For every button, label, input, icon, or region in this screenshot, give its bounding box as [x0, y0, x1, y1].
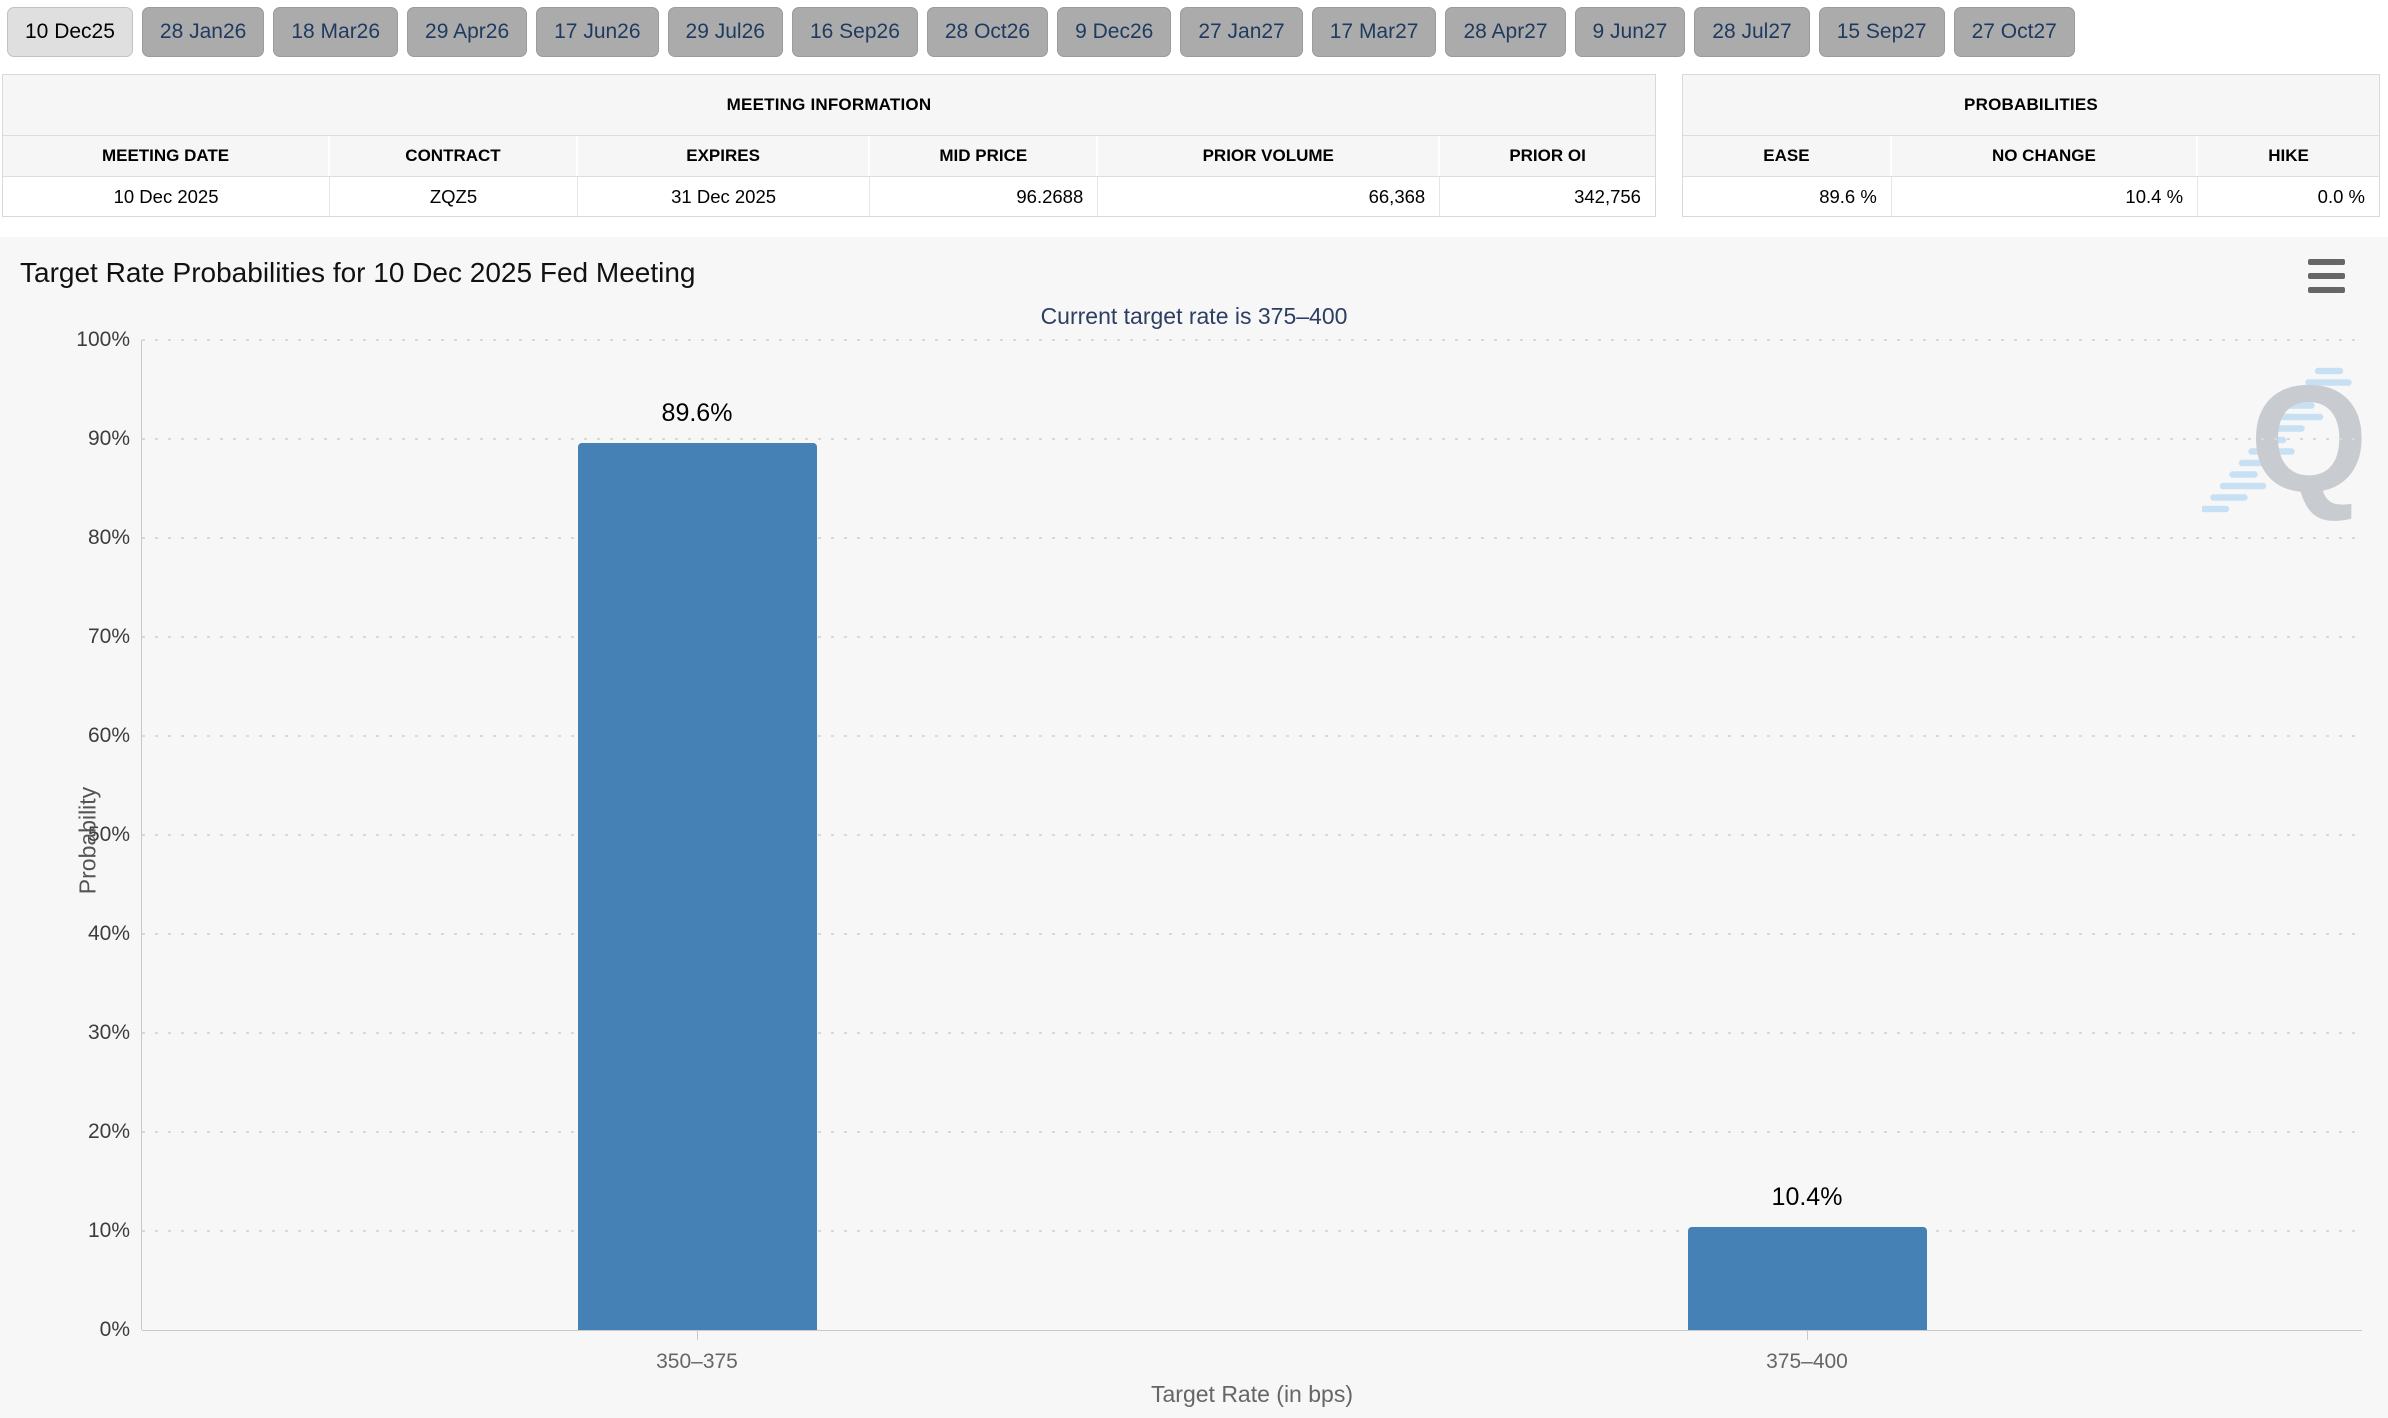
x-axis-title: Target Rate (in bps): [1151, 1381, 1353, 1407]
gridline-50: [142, 834, 2362, 836]
probability-bar-350–375[interactable]: [577, 443, 817, 1330]
bar-value-label: 89.6%: [661, 399, 733, 427]
meeting-information-caption: MEETING INFORMATION: [3, 75, 1655, 136]
probability-bar-375–400[interactable]: [1687, 1227, 1927, 1330]
table-cell: 0.0 %: [2317, 185, 2365, 207]
x-category-label: 375–400: [1766, 1350, 1848, 1373]
table-cell: 342,756: [1574, 185, 1641, 207]
column-header: PRIOR VOLUME: [1098, 136, 1441, 176]
tab-meeting-29-jul26[interactable]: 29 Jul26: [667, 7, 783, 57]
gridline-70: [142, 636, 2362, 638]
column-header: MID PRICE: [870, 136, 1099, 176]
meeting-date-tab-bar: 10 Dec25 28 Jan26 18 Mar26 29 Apr26 17 Jun26…: [0, 0, 2388, 57]
column-header: NO CHANGE: [1891, 136, 2199, 176]
chart-title: Target Rate Probabilities for 10 Dec 202…: [20, 257, 696, 288]
y-tick-label: 0%: [99, 1318, 130, 1341]
tab-meeting-17-mar27[interactable]: 17 Mar27: [1311, 7, 1437, 57]
tab-meeting-28-apr27[interactable]: 28 Apr27: [1445, 7, 1566, 57]
y-tick-label: 60%: [87, 724, 130, 747]
y-axis-title: Probability: [74, 786, 101, 895]
plot-area: 100% 90% 80% 70% 60% 50% 40% 30% 20% 10% 0% 89.6% 35…: [76, 328, 2362, 1373]
tab-meeting-28-jul27[interactable]: 28 Jul27: [1694, 7, 1810, 57]
tab-meeting-9-dec26[interactable]: 9 Dec26: [1057, 7, 1172, 57]
column-header: CONTRACT: [330, 136, 578, 176]
x-axis-line: [142, 1330, 2362, 1331]
hamburger-icon: [2308, 287, 2345, 293]
table-cell: 66,368: [1098, 177, 1441, 216]
column-header: PRIOR OI: [1440, 136, 1655, 176]
hamburger-icon: [2308, 259, 2345, 265]
table-cell: 89.6 %: [1683, 177, 1892, 216]
tab-meeting-9-jun27[interactable]: 9 Jun27: [1574, 7, 1686, 57]
gridline-10: [142, 1230, 2362, 1232]
y-tick-label: 80%: [87, 526, 130, 549]
column-header: MEETING DATE: [3, 136, 331, 176]
tab-meeting-17-jun26[interactable]: 17 Jun26: [536, 7, 659, 57]
probabilities-data-row: 89.6 % 10.4 % 0.0 %: [1683, 177, 2379, 216]
column-header: EASE: [1683, 136, 1892, 176]
table-cell: 31 Dec 2025: [578, 177, 871, 216]
tab-meeting-27-jan27[interactable]: 27 Jan27: [1180, 7, 1303, 57]
gridline-60: [142, 735, 2362, 737]
x-tick: [697, 1330, 698, 1340]
chart-subtitle: Current target rate is 375–400: [1040, 303, 1348, 329]
y-tick-label: 50%: [87, 823, 130, 846]
x-tick: [1807, 1330, 1808, 1340]
y-tick-label: 10%: [87, 1219, 130, 1242]
tab-meeting-28-jan26[interactable]: 28 Jan26: [141, 7, 265, 57]
y-tick-label: 70%: [87, 625, 130, 648]
tab-meeting-29-apr26[interactable]: 29 Apr26: [407, 7, 528, 57]
probabilities-table: PROBABILITIES EASE NO CHANGE HIKE 89.6 % 10…: [1682, 74, 2380, 217]
gridline-20: [142, 1131, 2362, 1133]
y-tick-label: 20%: [87, 1120, 130, 1143]
table-cell: 96.2688: [870, 177, 1099, 216]
meeting-information-header-row: MEETING DATE CONTRACT EXPIRES MID PRICE PRIO…: [3, 136, 1655, 177]
gridline-40: [142, 933, 2362, 935]
table-cell: 10 Dec 2025: [3, 177, 331, 216]
y-tick-label: 30%: [87, 1021, 130, 1044]
y-tick-label: 40%: [87, 922, 130, 945]
meeting-information-table: MEETING INFORMATION MEETING DATE CONTRACT…: [2, 74, 1656, 217]
column-header: EXPIRES: [577, 136, 871, 176]
gridline-100: [142, 339, 2362, 341]
gridline-90: [142, 438, 2362, 440]
tab-meeting-18-mar26[interactable]: 18 Mar26: [273, 7, 399, 57]
y-tick-label: 100%: [76, 328, 130, 351]
column-header: HIKE: [2198, 136, 2379, 176]
x-category-label: 350–375: [656, 1350, 738, 1373]
y-axis-line: [141, 340, 142, 1330]
gridline-30: [142, 1032, 2362, 1034]
table-cell: 10.4 %: [1892, 177, 2199, 216]
tab-meeting-15-sep27[interactable]: 15 Sep27: [1818, 7, 1945, 57]
tab-meeting-28-oct26[interactable]: 28 Oct26: [926, 7, 1049, 57]
target-rate-probability-chart: Target Rate Probabilities for 10 Dec 202…: [0, 237, 2388, 1418]
watermark-swoosh: [2202, 367, 2352, 513]
summary-tables-row: MEETING INFORMATION MEETING DATE CONTRACT…: [2, 74, 2380, 217]
probabilities-caption: PROBABILITIES: [1683, 75, 2379, 136]
meeting-information-data-row: 10 Dec 2025 ZQZ5 31 Dec 2025 96.2688 66,368 3…: [3, 177, 1655, 216]
bar-value-label: 10.4%: [1771, 1183, 1843, 1211]
probabilities-header-row: EASE NO CHANGE HIKE: [1683, 136, 2379, 177]
tab-meeting-16-sep26[interactable]: 16 Sep26: [791, 7, 918, 57]
tab-meeting-10-dec25[interactable]: 10 Dec25: [7, 7, 133, 57]
chart-menu-button[interactable]: [2308, 259, 2348, 293]
y-tick-label: 90%: [87, 427, 130, 450]
hamburger-icon: [2308, 273, 2345, 279]
gridline-80: [142, 537, 2362, 539]
tab-meeting-27-oct27[interactable]: 27 Oct27: [1953, 7, 2075, 57]
table-cell: ZQZ5: [330, 177, 578, 216]
